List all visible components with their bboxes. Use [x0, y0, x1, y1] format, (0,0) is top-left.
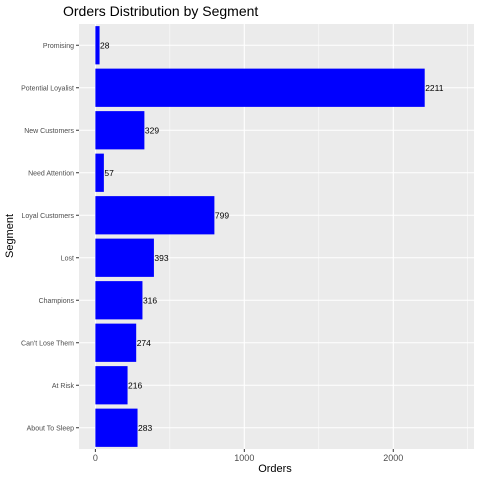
- data-label-potential-loyalist: 2211: [425, 83, 444, 93]
- data-label-need-attention: 57: [104, 168, 114, 178]
- y-tick-label: Can't Lose Them: [21, 340, 74, 347]
- x-tick-label: 0: [93, 453, 98, 463]
- data-labels: 28 2211 329 57 799 393 316 274 216 283: [100, 40, 444, 433]
- y-axis: Promising Potential Loyalist New Customers…: [21, 43, 79, 432]
- x-axis: 0 1000 2000: [93, 449, 403, 463]
- data-label-promising: 28: [100, 40, 110, 50]
- y-tick-label: About To Sleep: [27, 425, 74, 432]
- bars: [95, 26, 425, 447]
- data-label-about-to-sleep: 283: [138, 423, 152, 433]
- bar-champions: [95, 281, 143, 320]
- data-label-can-t-lose-them: 274: [137, 338, 151, 348]
- y-tick-label: Loyal Customers: [21, 213, 74, 220]
- bar-about-to-sleep: [95, 408, 138, 447]
- data-label-at-risk: 216: [128, 380, 142, 390]
- y-tick-label: Champions: [39, 298, 75, 305]
- bar-at-risk: [95, 366, 128, 405]
- bar-potential-loyalist: [95, 68, 425, 107]
- bar-need-attention: [95, 153, 104, 192]
- y-tick-label: New Customers: [24, 128, 74, 135]
- y-tick-label: Promising: [43, 43, 74, 50]
- y-tick-label: Need Attention: [28, 170, 74, 177]
- y-axis-title: Segment: [4, 214, 16, 258]
- y-tick-label: Potential Loyalist: [21, 85, 74, 92]
- x-tick-label: 2000: [383, 453, 403, 463]
- data-label-new-customers: 329: [145, 125, 159, 135]
- y-tick-label: Lost: [61, 255, 74, 262]
- bar-loyal-customers: [95, 196, 215, 235]
- x-axis-title: Orders: [258, 463, 292, 475]
- data-label-champions: 316: [143, 295, 157, 305]
- bar-promising: [95, 26, 100, 65]
- bar-new-customers: [95, 111, 145, 150]
- x-tick-label: 1000: [234, 453, 254, 463]
- data-label-lost: 393: [154, 253, 168, 263]
- bar-can-t-lose-them: [95, 323, 137, 362]
- bar-lost: [95, 238, 154, 277]
- y-tick-label: At Risk: [52, 383, 75, 390]
- chart-title: Orders Distribution by Segment: [63, 3, 258, 19]
- data-label-loyal-customers: 799: [215, 210, 229, 220]
